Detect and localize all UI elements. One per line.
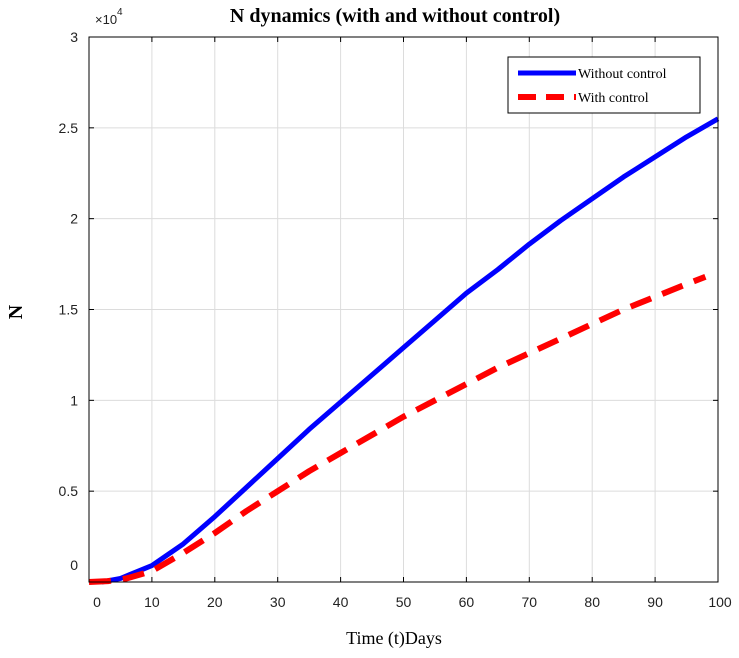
x-tick-label: 70: [522, 594, 538, 610]
x-tick-label: 90: [647, 594, 663, 610]
x-tick-label: 100: [708, 594, 732, 610]
x-axis-label: Time (t)Days: [346, 628, 442, 649]
x-tick-label: 20: [207, 594, 223, 610]
legend-box: [507, 56, 701, 114]
x-tick-label: 80: [584, 594, 600, 610]
y-axis-exponent: 4: [117, 7, 123, 18]
grid: [88, 36, 719, 583]
chart-title: N dynamics (with and without control): [230, 5, 560, 27]
series-lines: [88, 116, 720, 585]
y-tick-label: 1.5: [59, 302, 79, 318]
y-axis-label: N: [5, 304, 27, 319]
y-tick-label: 0.5: [59, 483, 79, 499]
legend-label: With control: [578, 91, 649, 106]
series-without-control-line: [101, 116, 720, 585]
x-axis-ticks: 0 10 20 30 40 50 60 70 80 90 100: [88, 37, 732, 610]
plot-frame: [88, 36, 719, 583]
x-tick-label: 50: [396, 594, 412, 610]
x-tick-label: 0: [93, 594, 101, 610]
y-tick-label: 2.5: [59, 120, 79, 136]
series-with-control-line: [88, 274, 707, 585]
legend-label: Without control: [578, 67, 667, 82]
legend: Without control With control: [507, 56, 701, 114]
y-tick-label: 1: [70, 392, 78, 408]
y-axis-ticks: 0 0.5 1 1.5 2 2.5 3: [59, 29, 718, 583]
y-tick-label: 3: [70, 29, 78, 45]
x-tick-label: 10: [144, 594, 160, 610]
x-tick-label: 60: [459, 594, 475, 610]
y-tick-label: 2: [70, 211, 78, 227]
y-axis-multiplier: ×10: [95, 12, 117, 27]
y-tick-label: 0: [70, 557, 78, 573]
x-tick-label: 30: [270, 594, 286, 610]
x-tick-label: 40: [333, 594, 349, 610]
